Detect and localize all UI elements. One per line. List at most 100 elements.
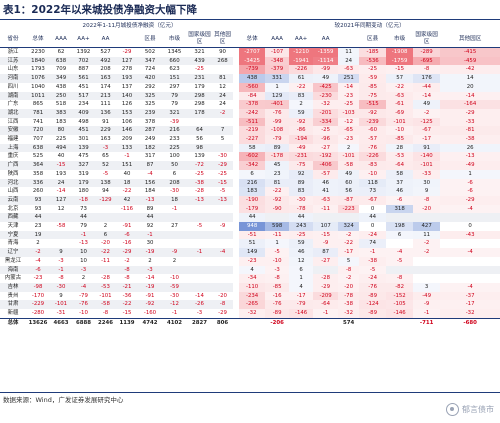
change-cell: -602 (239, 152, 266, 162)
value-cell: 52 (95, 161, 116, 170)
change-cell: -231 (289, 152, 314, 162)
value-cell: 9 (50, 248, 72, 257)
change-cell: -3772 (289, 317, 314, 328)
value-cell: 6888 (72, 317, 95, 328)
value-cell: -2 (212, 108, 234, 118)
change-cell: -4100 (313, 317, 339, 328)
value-cell: -22 (116, 300, 138, 310)
change-cell: -8 (413, 195, 441, 205)
table-row: 安徽 720 80 451 229 146 287 216 64 7 -219 -108 -86 -25-… (0, 126, 500, 136)
change-cell (386, 213, 414, 223)
change-cell: -69 (386, 108, 414, 118)
change-cell: -90 (265, 204, 290, 214)
value-cell (116, 213, 138, 223)
value-cell: -22 (122, 188, 132, 195)
change-cell: 2 (338, 143, 360, 153)
value-cell: -91 (122, 223, 132, 230)
column-gap (233, 135, 240, 144)
value-cell: -3 (196, 310, 203, 317)
value-cell (212, 282, 234, 292)
change-cell: 56 (338, 187, 360, 196)
value-cell: 183 (55, 118, 67, 125)
change-cell: 6 (239, 169, 266, 179)
change-cell: 44 (289, 213, 314, 223)
value-cell: 1076 (26, 74, 50, 83)
value-cell: 91 (102, 118, 109, 125)
change-cell: -226 (359, 152, 387, 162)
province-cell: 青海 (7, 240, 19, 247)
change-cell: -11 (313, 204, 339, 214)
change-cell: -27 (313, 143, 339, 153)
change-cell: -415 (440, 47, 500, 57)
value-cell: 81 (212, 74, 234, 83)
value-cell: 438 (55, 83, 67, 90)
column-gap (233, 56, 240, 66)
value-cell: 10 (80, 257, 87, 264)
change-cell: -17 (338, 248, 360, 257)
change-cell: -125 (413, 117, 441, 127)
change-cell: -406 (313, 161, 339, 170)
change-cell: -58 (338, 161, 360, 170)
change-cell: -24 (359, 274, 387, 283)
province-cell: 内蒙古 (4, 275, 22, 282)
change-cell: -33 (413, 169, 441, 179)
value-cell: 225 (162, 143, 187, 153)
change-cell: -1 (359, 248, 387, 257)
province-cell: 吉林 (0, 282, 26, 292)
table-row: 海南 -6 -1 -3 -8 -3 4 -3 6 -8 -5 (0, 265, 500, 275)
change-cell: -103 (338, 108, 360, 118)
change-cell: 89 (289, 178, 314, 188)
table-row: 内蒙古 -23 -8 2 -28 -8 -14 -10 -34 -8 1 -28 -2 -24 -8 (0, 274, 500, 283)
column-header-left-8: 其他园区 (212, 31, 234, 48)
change-cell (440, 274, 500, 283)
value-cell: 139 (194, 153, 205, 160)
table-row: 广西 364 -15 327 52 151 87 50 -72 -29 -342 45 -75 -406-… (0, 161, 500, 170)
value-cell: 79 (80, 223, 87, 230)
change-cell: 149 (239, 248, 266, 257)
change-cell: -22 (386, 82, 414, 92)
value-cell: -12 (162, 300, 187, 310)
change-cell: -192 (313, 152, 339, 162)
change-cell: 51 (239, 239, 266, 249)
value-cell: 2 (148, 257, 152, 264)
change-cell: 20 (440, 82, 500, 92)
change-cell: 243 (289, 222, 314, 231)
value-cell: -2 (124, 257, 130, 264)
value-cell: -19 (138, 282, 162, 292)
change-cell: -4 (440, 248, 500, 257)
value-cell: -11 (101, 257, 110, 264)
column-gap (233, 82, 240, 92)
value-cell: -280 (31, 310, 45, 317)
table-row: 重庆 525 40 475 65 -1 317 100 139 -30 -602 -178 -231 -1… (0, 152, 500, 162)
change-cell: -75 (289, 161, 314, 170)
change-cell: -201 (313, 108, 339, 118)
value-cell: 140 (116, 91, 138, 101)
change-cell: -37 (440, 291, 500, 301)
change-cell: -22 (338, 239, 360, 249)
column-gap (233, 265, 240, 275)
change-cell: -25 (338, 100, 360, 109)
column-gap (233, 126, 240, 136)
change-cell: -1908 (386, 47, 414, 57)
value-cell: -28 (195, 188, 204, 195)
change-cell: -511 (239, 117, 266, 127)
value-cell: 126 (121, 101, 133, 108)
value-cell: 80 (50, 126, 72, 136)
value-cell: -14 (56, 188, 66, 195)
change-cell: -334 (313, 117, 339, 127)
change-cell: 6 (386, 230, 414, 240)
value-cell: -26 (187, 300, 212, 310)
group-header-left: 2022年1-11月城投债净融资（亿元） (82, 23, 177, 29)
change-cell: 427 (413, 222, 441, 231)
value-cell: -8 (102, 310, 109, 317)
value-cell: -76 (72, 300, 95, 310)
value-cell: 347 (138, 56, 162, 66)
value-cell: -1 (187, 248, 212, 257)
value-cell: -22 (95, 248, 116, 257)
column-header-right-2: AA+ (289, 31, 314, 48)
change-cell: -38 (440, 135, 500, 144)
change-cell: -79 (265, 135, 290, 144)
change-cell: -75 (359, 91, 387, 101)
value-cell (95, 265, 116, 275)
change-cell: -78 (338, 291, 360, 301)
